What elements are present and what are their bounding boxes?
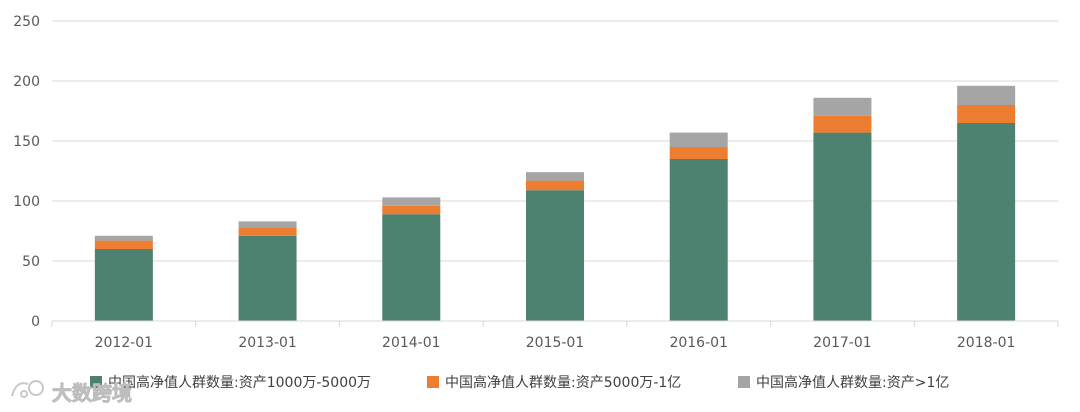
y-tick-label: 150 xyxy=(13,134,40,150)
legend-swatch-2 xyxy=(427,376,439,388)
legend-label-1: 中国高净值人群数量:资产1000万-5000万 xyxy=(108,374,371,391)
x-tick-labels: 2012-01 2013-01 2014-01 2015-01 2016-01 2017-… xyxy=(95,335,1016,351)
bar-segment-2 xyxy=(957,105,1016,123)
y-tick-label: 200 xyxy=(13,74,40,90)
bar-segment-3 xyxy=(957,85,1016,105)
bar-segment-1 xyxy=(526,190,584,321)
y-tick-label: 100 xyxy=(13,194,40,210)
y-tick-label: 0 xyxy=(31,314,40,330)
legend-swatch-1 xyxy=(90,376,102,388)
bar-segment-1 xyxy=(813,132,872,321)
watermark: 大数跨境 xyxy=(11,380,132,405)
watermark-logo-icon xyxy=(11,380,44,398)
bar-segment-3 xyxy=(813,97,872,116)
legend-swatch-3 xyxy=(738,376,750,388)
bar-segment-3 xyxy=(669,132,728,147)
bar-segment-1 xyxy=(669,159,728,321)
legend-label-3: 中国高净值人群数量:资产>1亿 xyxy=(756,374,949,391)
bar-segment-1 xyxy=(382,214,441,321)
bar-segment-2 xyxy=(238,227,297,236)
bar-segment-2 xyxy=(813,115,872,133)
bar-segment-2 xyxy=(526,180,584,191)
y-tick-label: 250 xyxy=(13,14,40,30)
bar-segment-2 xyxy=(94,240,153,249)
gridlines xyxy=(52,20,1058,262)
x-tick-label: 2013-01 xyxy=(238,335,297,351)
bar-segment-3 xyxy=(526,172,584,181)
x-tick-label: 2015-01 xyxy=(526,335,585,351)
legend: 中国高净值人群数量:资产1000万-5000万 中国高净值人群数量:资产5000万… xyxy=(90,374,949,391)
bars xyxy=(94,85,1016,321)
watermark-text: 大数跨境 xyxy=(52,381,132,405)
x-tick-label: 2016-01 xyxy=(669,335,728,351)
y-tick-labels: 0 50 100 150 200 250 xyxy=(13,14,40,330)
bar-segment-3 xyxy=(94,235,153,241)
bar-segment-1 xyxy=(94,249,153,321)
x-tick-label: 2014-01 xyxy=(382,335,441,351)
bar-segment-2 xyxy=(669,147,728,159)
bar-segment-2 xyxy=(382,205,441,215)
y-tick-label: 50 xyxy=(22,254,40,270)
x-tick-label: 2018-01 xyxy=(957,335,1016,351)
bar-segment-3 xyxy=(382,197,441,206)
x-tick-label: 2017-01 xyxy=(813,335,872,351)
x-axis xyxy=(51,320,1059,327)
legend-label-2: 中国高净值人群数量:资产5000万-1亿 xyxy=(445,374,681,391)
bar-segment-1 xyxy=(238,235,297,321)
bar-segment-1 xyxy=(957,123,1016,321)
x-tick-label: 2012-01 xyxy=(95,335,154,351)
bar-segment-3 xyxy=(238,221,297,228)
